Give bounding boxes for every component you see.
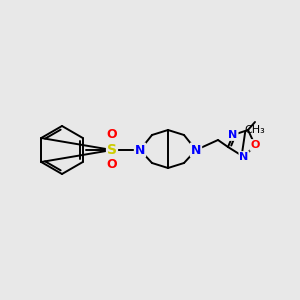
Text: S: S xyxy=(107,143,117,157)
Text: N: N xyxy=(228,130,238,140)
Text: O: O xyxy=(107,128,117,142)
Text: N: N xyxy=(191,143,201,157)
Text: N: N xyxy=(239,152,249,162)
Text: CH₃: CH₃ xyxy=(244,125,266,135)
Text: O: O xyxy=(250,140,260,150)
Text: O: O xyxy=(107,158,117,172)
Text: N: N xyxy=(135,143,145,157)
